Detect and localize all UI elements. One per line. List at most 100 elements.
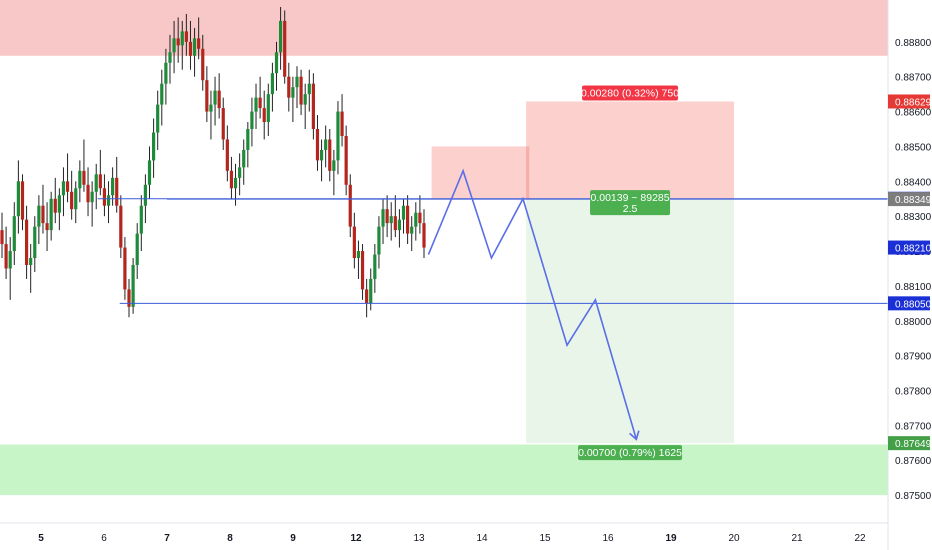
small-resistance-box[interactable]: [431, 146, 530, 199]
candle-body: [102, 188, 107, 206]
candle: [250, 97, 254, 147]
candle-body: [131, 264, 135, 307]
stop-loss-box[interactable]: [526, 101, 734, 200]
candle-body: [319, 149, 324, 161]
candle-body: [213, 90, 217, 105]
candle: [348, 174, 352, 238]
candle-body: [119, 205, 123, 248]
candle: [119, 195, 123, 259]
candle-body: [172, 38, 176, 53]
candle-body: [65, 181, 70, 192]
candle: [201, 34, 205, 91]
candle: [102, 174, 107, 217]
price-badge[interactable]: 0.87649: [895, 439, 932, 450]
candle-body: [111, 177, 115, 196]
price-badge[interactable]: 0.88050: [895, 299, 932, 310]
price-badge[interactable]: 0.88210: [895, 244, 932, 255]
candle-body: [422, 223, 426, 248]
candle-body: [12, 216, 16, 252]
candle-body: [57, 195, 61, 213]
price-tick-label: 0.88000: [895, 317, 932, 328]
price-badge-bg: [888, 240, 930, 255]
time-tick-label: 21: [791, 533, 803, 544]
time-tick-label: 5: [38, 533, 44, 544]
horizontal-levels[interactable]: [97, 198, 888, 304]
time-tick-label: 22: [854, 533, 866, 544]
candle: [41, 184, 45, 234]
candle: [205, 66, 209, 123]
candle-body: [283, 20, 287, 77]
candle-body: [94, 174, 98, 192]
candle: [221, 97, 225, 150]
candle: [332, 149, 336, 196]
time-tick-label: 15: [539, 533, 551, 544]
candle-body: [324, 139, 328, 150]
price-tick-label: 0.87900: [895, 352, 932, 363]
time-tick-label: 12: [350, 533, 362, 544]
candle-body: [328, 139, 332, 171]
candle: [82, 139, 86, 192]
candle: [156, 90, 160, 150]
candle: [389, 202, 393, 241]
candle: [274, 41, 279, 91]
candle: [340, 94, 344, 147]
candle: [266, 83, 270, 136]
candle-body: [365, 289, 369, 304]
candle-body: [188, 41, 193, 56]
candle: [406, 195, 410, 245]
time-tick-label: 19: [665, 533, 677, 544]
entry-label-bg: [590, 190, 671, 216]
candle-body: [4, 244, 8, 269]
projection-path[interactable]: [427, 168, 640, 441]
candle: [209, 90, 213, 140]
candle: [106, 181, 111, 224]
price-tick-label: 0.88500: [895, 142, 932, 153]
candle: [324, 125, 328, 168]
supply-zone: [0, 0, 888, 56]
candle: [74, 181, 78, 224]
candle: [197, 17, 201, 60]
candle: [37, 195, 41, 245]
candle-body: [41, 205, 45, 224]
candle-body: [311, 83, 315, 130]
candle-body: [229, 170, 234, 189]
candle: [168, 34, 172, 84]
candle-body: [410, 226, 414, 234]
candle: [94, 163, 98, 210]
price-badge[interactable]: 0.88349: [895, 195, 932, 206]
candle-body: [197, 38, 201, 49]
candle-body: [151, 132, 156, 161]
candle-body: [279, 20, 283, 53]
candle: [111, 167, 115, 206]
candle-body: [78, 170, 82, 189]
projection-arrowhead: [629, 430, 640, 441]
candle-body: [344, 135, 348, 185]
candle-body: [184, 31, 188, 42]
candle: [4, 226, 8, 279]
candle: [57, 188, 61, 231]
price-axis[interactable]: 0.88800 0.88700 0.88600 0.88500 0.88400 0.883…: [887, 0, 932, 550]
candle-body: [369, 278, 373, 304]
candle: [12, 202, 16, 265]
candle: [283, 10, 287, 84]
position-tool[interactable]: [431, 101, 734, 444]
candle: [319, 139, 324, 182]
candle-body: [139, 205, 143, 234]
candle-body: [303, 94, 307, 105]
candle-body: [373, 254, 377, 279]
candle-body: [192, 38, 197, 56]
candle: [287, 62, 291, 112]
time-axis[interactable]: 5 6 7 8 9 12 13 14 15 16 19 20 21 22: [0, 522, 888, 544]
candle-body: [332, 160, 336, 171]
candle: [307, 69, 311, 112]
price-badge[interactable]: 0.88629: [895, 97, 932, 108]
candle-body: [242, 149, 246, 168]
projection-polyline[interactable]: [427, 168, 638, 440]
candle: [115, 156, 119, 213]
take-profit-box[interactable]: [526, 199, 734, 444]
candle: [53, 177, 57, 224]
time-tick-label: 20: [728, 533, 740, 544]
candle-body: [33, 226, 37, 259]
candle: [258, 76, 262, 119]
